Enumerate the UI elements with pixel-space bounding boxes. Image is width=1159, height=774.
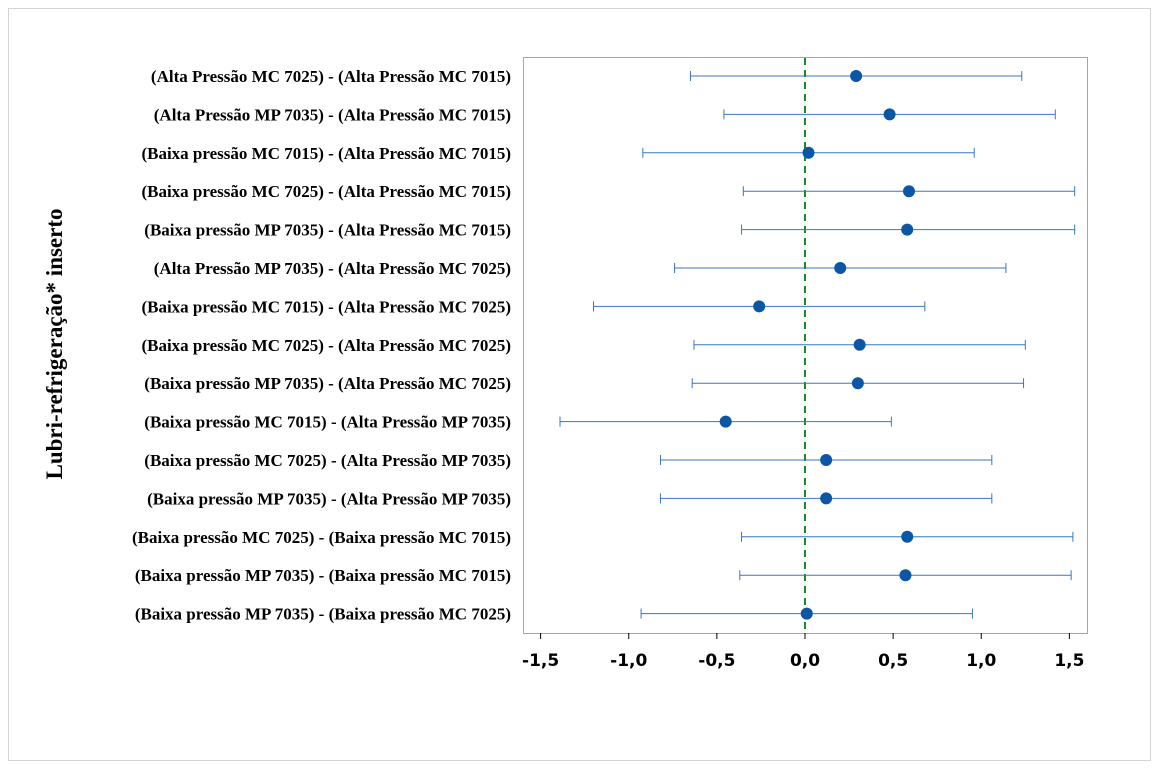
category-label: (Baixa pressão MC 7015) - (Alta Pressão … [141,144,511,163]
data-point [820,454,833,466]
y-axis-title: Lubri-refrigeração* inserto [42,208,67,479]
category-labels: (Alta Pressão MC 7025) - (Alta Pressão M… [132,67,511,624]
points [719,70,915,620]
category-label: (Baixa pressão MC 7025) - (Baixa pressão… [132,528,511,547]
x-tick-label: 1,5 [1054,651,1084,671]
x-axis-ticks: -1,5 -1,0 -0,5 0,0 0,5 1,0 1,5 [522,633,1084,671]
data-point [901,223,914,236]
category-label: (Baixa pressão MP 7035) - (Baixa pressão… [135,605,511,624]
data-point [850,70,863,82]
category-label: (Baixa pressão MP 7035) - (Alta Pressão … [144,221,511,240]
x-tick-label: 0,0 [790,651,820,671]
data-point [834,262,847,274]
category-label: (Baixa pressão MC 7025) - (Alta Pressão … [141,336,511,355]
data-point [853,338,866,351]
category-label: (Baixa pressão MC 7025) - (Alta Pressão … [141,182,511,201]
category-label: (Baixa pressão MP 7035) - (Alta Pressão … [144,374,511,393]
data-point [820,492,833,505]
data-point [883,108,896,121]
data-point [901,530,914,543]
data-point [902,185,915,198]
data-point [899,569,912,582]
data-point [753,300,766,313]
data-point [800,607,813,620]
category-label: (Baixa pressão MC 7015) - (Alta Pressão … [144,413,511,432]
x-tick-label: 1,0 [966,651,996,671]
category-label: (Baixa pressão MC 7015) - (Alta Pressão … [141,297,511,316]
data-point [802,146,815,159]
category-label: (Alta Pressão MP 7035) - (Alta Pressão M… [154,259,511,278]
x-tick-label: 0,5 [878,651,908,671]
x-tick-label: -1,0 [610,651,647,671]
x-tick-label: -0,5 [698,651,735,671]
data-point [719,415,732,428]
category-label: (Alta Pressão MC 7025) - (Alta Pressão M… [151,67,511,86]
category-label: (Baixa pressão MP 7035) - (Alta Pressão … [147,489,511,508]
data-point [851,377,864,390]
x-tick-label: -1,5 [522,651,559,671]
category-label: (Alta Pressão MP 7035) - (Alta Pressão M… [154,105,511,124]
category-label: (Baixa pressão MP 7035) - (Baixa pressão… [135,566,511,585]
category-label: (Baixa pressão MC 7025) - (Alta Pressão … [144,451,511,470]
